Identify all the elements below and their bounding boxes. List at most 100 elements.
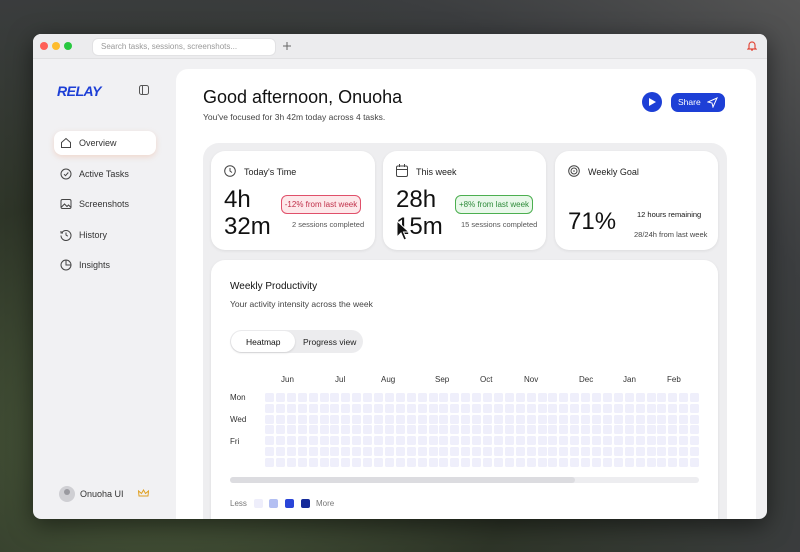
heatmap-cell[interactable] bbox=[472, 436, 482, 446]
nav-item[interactable]: Screenshots bbox=[54, 192, 156, 216]
heatmap-cell[interactable] bbox=[472, 393, 482, 402]
heatmap-cell[interactable] bbox=[319, 457, 329, 467]
heatmap-cell[interactable] bbox=[428, 393, 438, 402]
heatmap-cell[interactable] bbox=[537, 457, 547, 467]
heatmap-cell[interactable] bbox=[581, 425, 591, 435]
heatmap-cell[interactable] bbox=[406, 393, 416, 402]
heatmap-cell[interactable] bbox=[537, 425, 547, 435]
heatmap-cell[interactable] bbox=[690, 393, 700, 402]
heatmap-cell[interactable] bbox=[330, 457, 340, 467]
heatmap-cell[interactable] bbox=[297, 414, 307, 424]
heatmap-cell[interactable] bbox=[275, 447, 285, 456]
search-box[interactable]: Search tasks, sessions, screenshots... bbox=[92, 38, 276, 56]
heatmap-cell[interactable] bbox=[635, 425, 645, 435]
heatmap-cell[interactable] bbox=[668, 457, 678, 467]
heatmap-cell[interactable] bbox=[624, 414, 634, 424]
heatmap-cell[interactable] bbox=[395, 403, 405, 413]
heatmap-cell[interactable] bbox=[668, 436, 678, 446]
heatmap-cell[interactable] bbox=[363, 403, 373, 413]
heatmap-cell[interactable] bbox=[297, 457, 307, 467]
heatmap-cell[interactable] bbox=[559, 393, 569, 402]
heatmap-cell[interactable] bbox=[526, 457, 536, 467]
heatmap-cell[interactable] bbox=[428, 425, 438, 435]
heatmap-cell[interactable] bbox=[341, 393, 351, 402]
heatmap-cell[interactable] bbox=[559, 447, 569, 456]
heatmap-cell[interactable] bbox=[635, 457, 645, 467]
heatmap-cell[interactable] bbox=[592, 457, 601, 467]
heatmap-cell[interactable] bbox=[417, 393, 427, 402]
heatmap-cell[interactable] bbox=[548, 414, 558, 424]
heatmap-cell[interactable] bbox=[526, 393, 536, 402]
heatmap-cell[interactable] bbox=[461, 403, 471, 413]
heatmap-cell[interactable] bbox=[319, 436, 329, 446]
heatmap-cell[interactable] bbox=[570, 436, 580, 446]
heatmap-cell[interactable] bbox=[548, 447, 558, 456]
zoom-button[interactable] bbox=[64, 42, 72, 50]
heatmap-cell[interactable] bbox=[635, 393, 645, 402]
heatmap-cell[interactable] bbox=[592, 436, 601, 446]
heatmap-cell[interactable] bbox=[537, 447, 547, 456]
user-name[interactable]: Onuoha UI bbox=[80, 489, 124, 499]
heatmap-cell[interactable] bbox=[526, 425, 536, 435]
heatmap-cell[interactable] bbox=[548, 425, 558, 435]
heatmap-cell[interactable] bbox=[624, 403, 634, 413]
heatmap-cell[interactable] bbox=[613, 414, 623, 424]
heatmap-cell[interactable] bbox=[504, 425, 514, 435]
heatmap-cell[interactable] bbox=[668, 393, 678, 402]
heatmap-cell[interactable] bbox=[515, 425, 525, 435]
heatmap-cell[interactable] bbox=[406, 403, 416, 413]
heatmap-cell[interactable] bbox=[602, 414, 612, 424]
heatmap-cell[interactable] bbox=[286, 393, 296, 402]
scrollbar-thumb[interactable] bbox=[230, 477, 575, 483]
nav-item[interactable]: Overview bbox=[54, 131, 156, 155]
heatmap-cell[interactable] bbox=[690, 447, 700, 456]
heatmap-cell[interactable] bbox=[363, 425, 373, 435]
heatmap-cell[interactable] bbox=[483, 403, 492, 413]
heatmap-cell[interactable] bbox=[635, 436, 645, 446]
heatmap-cell[interactable] bbox=[363, 457, 373, 467]
heatmap-cell[interactable] bbox=[341, 403, 351, 413]
heatmap-cell[interactable] bbox=[668, 403, 678, 413]
heatmap-cell[interactable] bbox=[668, 414, 678, 424]
heatmap-cell[interactable] bbox=[515, 403, 525, 413]
heatmap-cell[interactable] bbox=[406, 447, 416, 456]
heatmap-cell[interactable] bbox=[483, 457, 492, 467]
heatmap-cell[interactable] bbox=[483, 414, 492, 424]
heatmap-cell[interactable] bbox=[526, 403, 536, 413]
heatmap-cell[interactable] bbox=[690, 403, 700, 413]
heatmap-cell[interactable] bbox=[592, 425, 601, 435]
heatmap-cell[interactable] bbox=[657, 457, 667, 467]
heatmap-cell[interactable] bbox=[635, 414, 645, 424]
heatmap-cell[interactable] bbox=[308, 447, 318, 456]
heatmap-cell[interactable] bbox=[472, 457, 482, 467]
heatmap-cell[interactable] bbox=[384, 447, 394, 456]
heatmap-cell[interactable] bbox=[559, 403, 569, 413]
heatmap-cell[interactable] bbox=[646, 447, 656, 456]
heatmap-cell[interactable] bbox=[395, 393, 405, 402]
heatmap-cell[interactable] bbox=[613, 447, 623, 456]
heatmap-cell[interactable] bbox=[483, 425, 492, 435]
heatmap-cell[interactable] bbox=[395, 436, 405, 446]
heatmap-cell[interactable] bbox=[330, 436, 340, 446]
heatmap-cell[interactable] bbox=[308, 457, 318, 467]
heatmap-cell[interactable] bbox=[679, 393, 689, 402]
heatmap-cell[interactable] bbox=[461, 447, 471, 456]
heatmap-cell[interactable] bbox=[297, 447, 307, 456]
heatmap-cell[interactable] bbox=[286, 447, 296, 456]
heatmap-cell[interactable] bbox=[286, 436, 296, 446]
heatmap-cell[interactable] bbox=[570, 447, 580, 456]
heatmap-cell[interactable] bbox=[450, 393, 460, 402]
heatmap-cell[interactable] bbox=[352, 403, 362, 413]
heatmap-cell[interactable] bbox=[439, 425, 449, 435]
heatmap-cell[interactable] bbox=[450, 436, 460, 446]
heatmap-cell[interactable] bbox=[461, 425, 471, 435]
heatmap-cell[interactable] bbox=[341, 447, 351, 456]
heatmap-cell[interactable] bbox=[352, 425, 362, 435]
heatmap-cell[interactable] bbox=[646, 425, 656, 435]
heatmap-cell[interactable] bbox=[690, 414, 700, 424]
heatmap-cell[interactable] bbox=[417, 403, 427, 413]
heatmap-cell[interactable] bbox=[581, 436, 591, 446]
heatmap-cell[interactable] bbox=[461, 457, 471, 467]
heatmap-cell[interactable] bbox=[330, 393, 340, 402]
heatmap-cell[interactable] bbox=[308, 425, 318, 435]
